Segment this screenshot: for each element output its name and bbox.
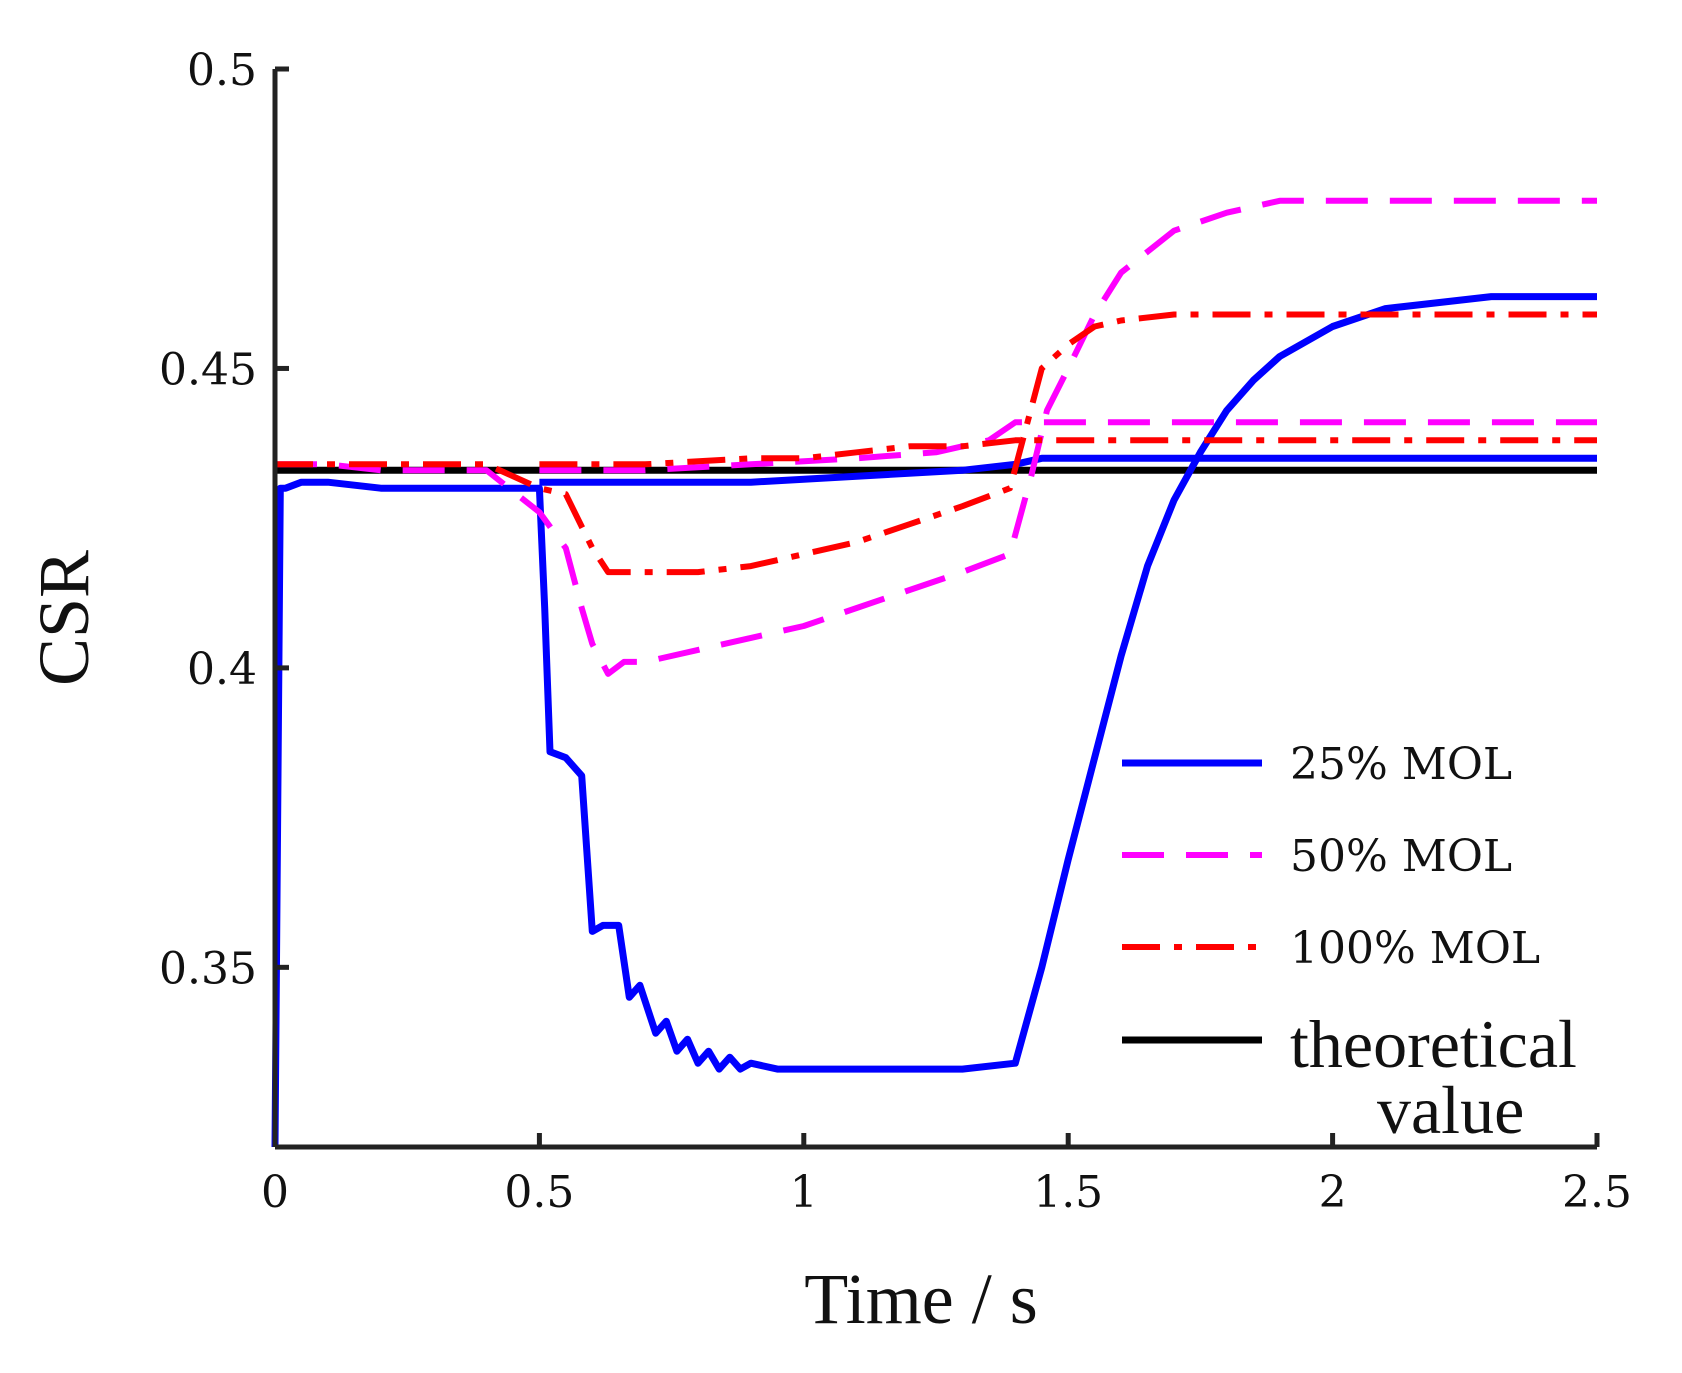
y-tick-label: 0.45 (159, 344, 257, 395)
x-tick-label: 1 (790, 1167, 818, 1218)
plot-lines (271, 197, 1597, 1148)
x-axis-title: Time / s (804, 1259, 1037, 1339)
series-line-25-mol (539, 454, 1597, 486)
y-tick-label: 0.5 (187, 45, 257, 96)
series-line-50-mol (275, 197, 1597, 677)
y-tick-label: 0.35 (159, 943, 257, 994)
x-tick-label: 2.5 (1562, 1167, 1632, 1218)
y-axis-title: CSR (24, 550, 104, 686)
y-tick-label: 0.4 (187, 644, 257, 695)
series-line-25-mol (271, 293, 1597, 1148)
axes (272, 69, 1597, 1150)
x-tick-label: 0.5 (504, 1167, 574, 1218)
legend-label-value: value (1377, 1072, 1524, 1148)
y-ticks: 0.35 0.4 0.45 0.5 (159, 45, 289, 994)
legend-label-100-mol: 100% MOL (1290, 923, 1540, 974)
legend-label-theoretical: theoretical (1290, 1006, 1577, 1082)
series-line-100-mol (539, 437, 1597, 468)
legend-label-50-mol: 50% MOL (1290, 831, 1512, 882)
x-tick-label: 1.5 (1033, 1167, 1103, 1218)
series-line-100-mol (275, 311, 1597, 576)
legend: 25% MOL 50% MOL 100% MOL theoretical val… (1122, 739, 1577, 1148)
x-tick-label: 0 (261, 1167, 289, 1218)
x-tick-label: 2 (1319, 1167, 1347, 1218)
x-ticks: 0 0.5 1 1.5 2 2.5 (261, 1133, 1632, 1218)
legend-label-25-mol: 25% MOL (1290, 739, 1512, 790)
